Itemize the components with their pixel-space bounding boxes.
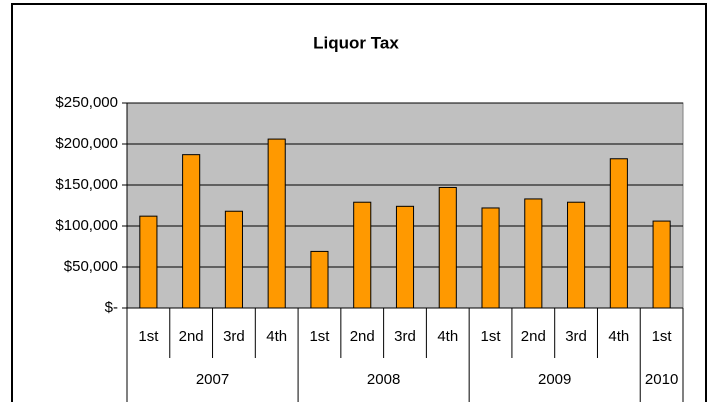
bar <box>267 138 286 309</box>
bar <box>395 205 415 309</box>
x-tick-label: 4th <box>608 328 629 345</box>
x-tick-label: 4th <box>266 328 287 345</box>
group-label: 2009 <box>538 371 571 388</box>
group-label: 2007 <box>196 371 229 388</box>
y-tick-label: $150,000 <box>55 176 118 193</box>
bar <box>353 201 372 309</box>
x-tick-label: 2nd <box>179 328 204 345</box>
bar <box>481 207 500 309</box>
group-label: 2008 <box>367 371 400 388</box>
x-tick-label: 3rd <box>223 328 245 345</box>
y-tick-label: $- <box>105 299 118 316</box>
chart-frame <box>11 3 707 402</box>
x-tick-label: 2nd <box>350 328 375 345</box>
chart-title: Liquor Tax <box>313 33 399 52</box>
x-tick-label: 1st <box>652 328 673 345</box>
y-tick-label: $250,000 <box>55 94 118 111</box>
group-label: 2010 <box>645 371 678 388</box>
bar <box>182 154 201 309</box>
bar <box>224 210 243 309</box>
x-tick-label: 2nd <box>521 328 546 345</box>
x-tick-label: 4th <box>437 328 458 345</box>
bar <box>524 198 543 309</box>
x-tick-label: 3rd <box>394 328 416 345</box>
bar <box>652 220 671 309</box>
bar <box>310 250 329 309</box>
x-tick-label: 1st <box>481 328 502 345</box>
bar <box>438 186 457 309</box>
y-tick-label: $200,000 <box>55 135 118 152</box>
x-tick-label: 1st <box>138 328 159 345</box>
y-tick-label: $100,000 <box>55 217 118 234</box>
y-tick-label: $50,000 <box>64 258 118 275</box>
bar <box>567 201 586 309</box>
x-tick-label: 1st <box>309 328 330 345</box>
x-tick-label: 3rd <box>565 328 587 345</box>
bar <box>139 215 158 309</box>
bar <box>609 158 628 309</box>
